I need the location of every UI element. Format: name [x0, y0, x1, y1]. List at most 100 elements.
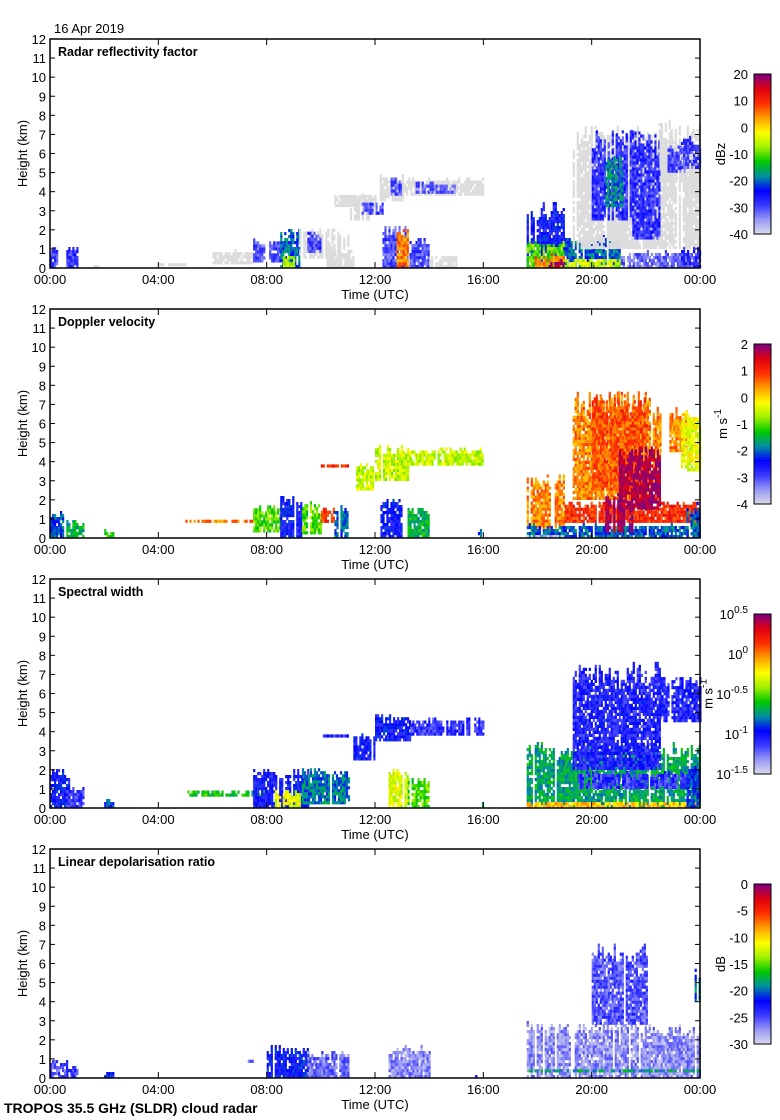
radar-cell — [355, 211, 359, 215]
radar-cell — [658, 242, 661, 247]
radar-cell — [584, 221, 587, 226]
radar-cell — [621, 139, 624, 143]
radar-cell — [672, 253, 675, 257]
radar-cell — [429, 262, 432, 266]
radar-cell — [636, 182, 639, 186]
radar-cell — [696, 221, 699, 226]
radar-cell — [464, 183, 467, 187]
radar-cell — [597, 169, 600, 173]
radar-cell — [434, 189, 437, 193]
radar-cell — [597, 211, 600, 215]
radar-cell — [538, 217, 541, 221]
radar-cell — [532, 250, 535, 254]
radar-cell — [548, 265, 551, 269]
radar-cell — [357, 214, 361, 218]
radar-cell — [343, 246, 346, 250]
radar-cell — [338, 262, 341, 266]
radar-cell — [339, 234, 342, 238]
radar-cell — [542, 256, 545, 260]
radar-cell — [595, 169, 598, 173]
radar-cell — [526, 256, 529, 260]
radar-cell — [280, 256, 283, 260]
radar-cell — [598, 265, 601, 269]
radar-cell — [394, 232, 397, 236]
radar-cell — [688, 194, 691, 199]
radar-cell — [534, 265, 537, 269]
radar-cell — [686, 200, 689, 205]
radar-cell — [644, 149, 647, 154]
radar-cell — [76, 262, 79, 266]
radar-cell — [666, 176, 669, 181]
radar-cell — [678, 206, 681, 211]
radar-cell — [372, 197, 375, 202]
radar-cell — [582, 188, 585, 193]
radar-cell — [584, 185, 587, 190]
radar-cell — [632, 194, 635, 198]
radar-cell — [596, 250, 599, 254]
radar-cell — [445, 259, 448, 263]
radar-cell — [406, 253, 409, 257]
radar-cell — [431, 256, 434, 260]
radar-cell — [632, 155, 635, 159]
radar-cell — [668, 122, 671, 127]
radar-cell — [552, 217, 555, 221]
radar-cell — [590, 125, 593, 130]
radar-cell — [400, 244, 403, 248]
radar-cell — [593, 157, 596, 161]
radar-cell — [450, 192, 453, 196]
radar-cell — [586, 259, 589, 263]
radar-cell — [576, 152, 579, 157]
radar-cell — [402, 186, 405, 190]
radar-cell — [629, 151, 632, 155]
radar-cell — [623, 190, 626, 194]
radar-cell — [466, 183, 469, 187]
radar-cell — [556, 250, 559, 254]
radar-cell — [311, 234, 314, 238]
radar-cell — [626, 239, 629, 244]
radar-cell — [355, 217, 359, 221]
radar-cell — [423, 187, 426, 191]
radar-cell — [292, 235, 295, 239]
radar-cell — [385, 186, 388, 190]
radar-cell — [619, 214, 622, 218]
radar-cell — [582, 179, 585, 184]
radar-cell — [530, 214, 533, 218]
radar-cell — [447, 190, 450, 194]
radar-cell — [337, 237, 340, 241]
radar-cell — [392, 177, 395, 181]
radar-cell — [630, 239, 633, 244]
radar-cell — [386, 235, 389, 239]
radar-cell — [214, 255, 217, 259]
radar-cell — [650, 137, 653, 142]
radar-cell — [390, 247, 393, 251]
radar-cell — [379, 189, 382, 193]
radar-cell — [617, 184, 620, 188]
radar-cell — [601, 214, 604, 218]
radar-cell — [674, 218, 677, 223]
radar-cell — [375, 202, 378, 206]
radar-cell — [609, 158, 612, 163]
radar-cell — [576, 233, 579, 238]
radar-cell — [648, 265, 651, 269]
radar-cell — [629, 163, 632, 167]
radar-cell — [408, 177, 411, 181]
radar-cell — [694, 200, 697, 205]
radar-cell — [696, 134, 699, 139]
radar-cell — [629, 133, 632, 137]
radar-cell — [560, 247, 563, 251]
radar-cell — [678, 215, 681, 220]
radar-cell — [595, 181, 598, 185]
radar-cell — [603, 184, 606, 188]
radar-cell — [615, 214, 618, 218]
radar-cell — [620, 239, 623, 244]
radar-cell — [591, 175, 594, 179]
radar-cell — [387, 186, 390, 190]
radar-cell — [334, 265, 337, 269]
radar-cell — [617, 208, 620, 212]
radar-cell — [442, 180, 445, 184]
radar-cell — [392, 265, 395, 269]
radar-cell — [398, 256, 401, 260]
radar-cell — [622, 245, 625, 250]
radar-cell — [692, 176, 695, 181]
radar-cell — [556, 256, 559, 260]
